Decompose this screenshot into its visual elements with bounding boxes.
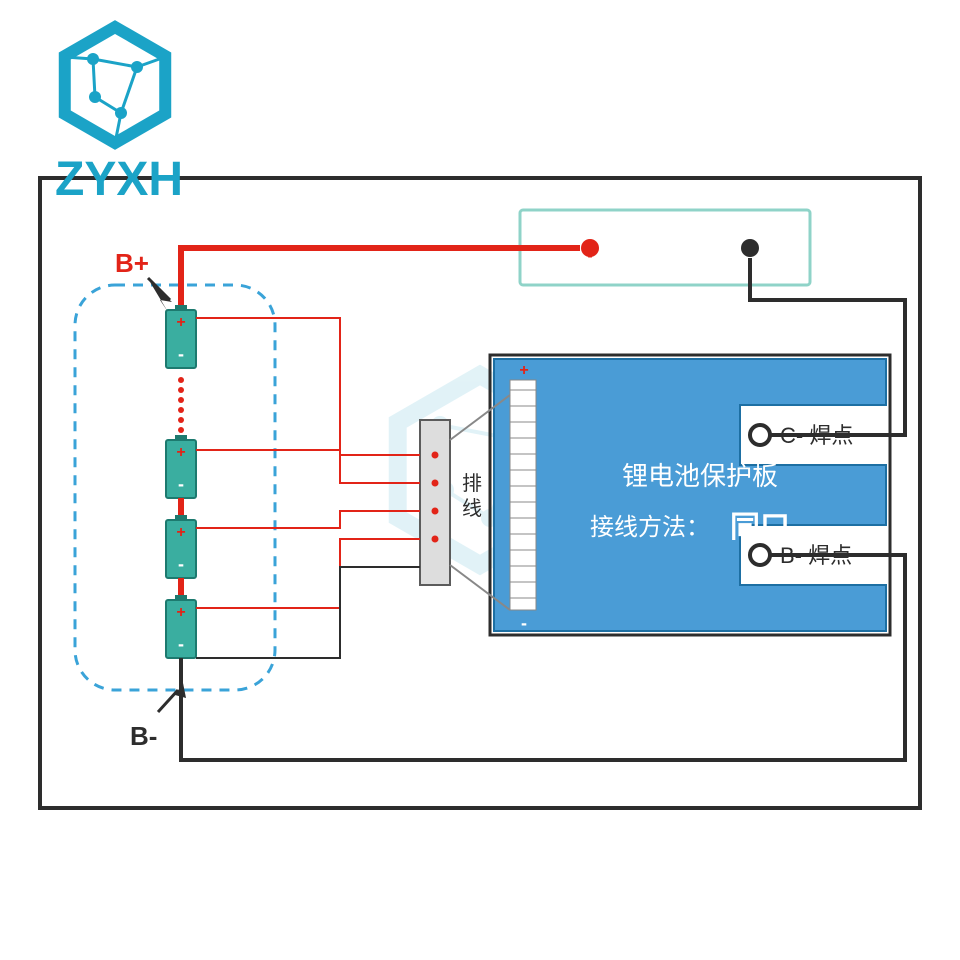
svg-text:+: + — [176, 524, 185, 541]
svg-text:-: - — [178, 554, 184, 574]
svg-text:-: - — [178, 344, 184, 364]
svg-text:-: - — [178, 474, 184, 494]
b-minus-label: B- — [130, 721, 157, 751]
connector-label: 线 — [462, 497, 482, 520]
svg-text:+: + — [176, 444, 185, 461]
svg-text:+: + — [176, 604, 185, 621]
logo-text: ZYXH — [55, 153, 183, 206]
svg-text:排: 排 — [462, 472, 482, 495]
b-plus-label: B+ — [115, 248, 149, 278]
svg-text:-: - — [178, 634, 184, 654]
svg-text:同口: 同口 — [730, 511, 790, 544]
bms-wiring-diagram: ZYXH+-+-+-+-+-+-锂电池保护板接线方法：同口C- 焊点B- 焊点排… — [0, 0, 960, 960]
svg-text:+: + — [519, 362, 528, 379]
bms-title: 锂电池保护板 — [622, 461, 778, 491]
bms-body — [494, 359, 886, 631]
balance-connector — [420, 420, 450, 585]
svg-text:接线方法：: 接线方法： — [590, 514, 710, 541]
logo — [65, 27, 165, 143]
svg-text:-: - — [521, 613, 527, 633]
svg-text:+: + — [176, 314, 185, 331]
